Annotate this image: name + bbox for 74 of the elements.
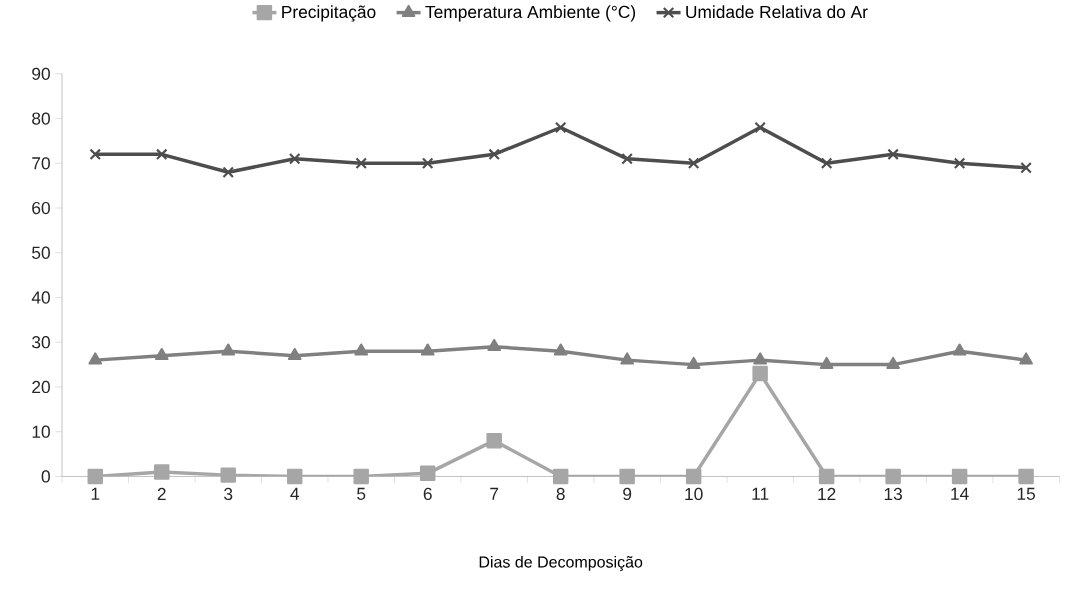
point xyxy=(89,148,102,160)
point xyxy=(951,468,968,484)
x-axis-title: Dias de Decomposição xyxy=(479,555,643,571)
y-tick-label: 70 xyxy=(32,156,50,170)
x-tick-label: 6 xyxy=(423,487,432,500)
point xyxy=(752,365,768,382)
x-tick-label: 14 xyxy=(951,487,969,500)
x-tick-label: 13 xyxy=(884,487,902,500)
point xyxy=(953,157,966,169)
x-tick-label: 1 xyxy=(91,487,100,500)
legend-label: Precipitação xyxy=(282,5,376,22)
x-tick-label: 5 xyxy=(357,487,366,500)
point xyxy=(154,347,169,360)
point xyxy=(686,356,701,369)
point xyxy=(286,468,303,484)
point xyxy=(355,157,367,169)
point xyxy=(421,157,434,169)
point xyxy=(221,343,236,356)
point xyxy=(486,432,502,449)
point xyxy=(820,157,833,169)
point xyxy=(818,468,835,484)
point xyxy=(288,152,301,165)
legend-label: Temperatura Ambiente (°C) xyxy=(425,5,636,22)
x-tick-label: 15 xyxy=(1017,487,1035,500)
point xyxy=(487,338,502,351)
point xyxy=(619,468,635,484)
x-tick-label: 11 xyxy=(752,487,769,500)
point xyxy=(154,464,170,480)
x-tick-label: 2 xyxy=(157,487,166,500)
point xyxy=(419,465,436,481)
x-tick-label: 10 xyxy=(685,487,703,500)
point xyxy=(885,468,901,484)
point xyxy=(353,468,369,484)
x-tick-label: 3 xyxy=(224,487,233,500)
x-tick-label: 7 xyxy=(490,487,499,500)
y-tick-label: 0 xyxy=(41,470,50,483)
x-tick-label: 9 xyxy=(623,487,632,500)
point xyxy=(819,356,834,369)
point xyxy=(687,157,700,169)
x-tick-label: 12 xyxy=(818,487,836,500)
y-tick-label: 40 xyxy=(31,291,50,304)
point xyxy=(554,121,567,134)
point xyxy=(220,467,236,483)
point xyxy=(1020,161,1032,174)
y-tick-label: 50 xyxy=(32,246,50,259)
point xyxy=(685,468,702,484)
y-tick-label: 90 xyxy=(32,67,50,80)
point xyxy=(552,468,569,484)
point xyxy=(886,356,900,369)
legend-label: Umidade Relativa do Ar xyxy=(686,5,868,18)
point xyxy=(1018,468,1034,484)
point xyxy=(1019,352,1033,365)
point xyxy=(620,352,635,365)
point xyxy=(222,166,235,178)
point xyxy=(754,121,766,134)
point xyxy=(553,343,568,356)
point xyxy=(753,352,767,365)
point xyxy=(488,148,500,160)
y-tick-label: 10 xyxy=(32,425,50,438)
point xyxy=(354,343,369,356)
y-tick-label: 20 xyxy=(32,380,50,393)
point xyxy=(621,152,633,165)
point xyxy=(155,148,168,160)
y-tick-label: 60 xyxy=(32,201,50,214)
point xyxy=(287,347,302,360)
point xyxy=(88,352,103,365)
y-tick-label: 30 xyxy=(32,335,50,349)
point xyxy=(887,148,899,160)
point xyxy=(420,343,435,356)
point xyxy=(87,468,103,484)
x-tick-label: 4 xyxy=(290,487,300,500)
x-tick-label: 8 xyxy=(556,487,565,500)
y-tick-label: 80 xyxy=(32,112,50,125)
point xyxy=(952,343,967,356)
